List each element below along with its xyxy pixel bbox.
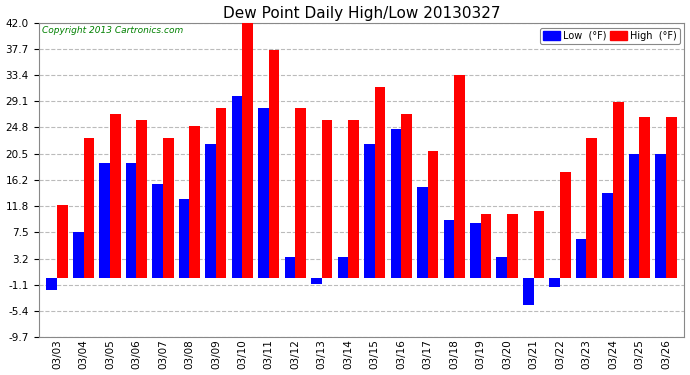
Bar (454, 75, 465, 278)
Bar (295, 108, 306, 278)
Bar (497, 257, 507, 278)
Bar (73, 232, 83, 278)
Bar (99, 163, 110, 278)
Bar (232, 96, 242, 278)
Bar (375, 87, 385, 278)
Title: Dew Point Daily High/Low 20130327: Dew Point Daily High/Low 20130327 (223, 6, 500, 21)
Bar (470, 224, 481, 278)
Bar (666, 117, 676, 278)
Bar (110, 114, 121, 278)
Bar (190, 126, 200, 278)
Bar (602, 193, 613, 278)
Bar (206, 144, 216, 278)
Bar (523, 278, 533, 305)
Bar (640, 117, 650, 278)
Bar (481, 214, 491, 278)
Bar (428, 150, 438, 278)
Bar (337, 257, 348, 278)
Bar (586, 138, 597, 278)
Bar (549, 278, 560, 287)
Bar (311, 278, 322, 284)
Bar (285, 257, 295, 278)
Bar (391, 129, 401, 278)
Bar (83, 138, 94, 278)
Bar (242, 23, 253, 278)
Bar (401, 114, 412, 278)
Bar (126, 163, 137, 278)
Bar (507, 214, 518, 278)
Bar (656, 153, 666, 278)
Bar (269, 50, 279, 278)
Bar (152, 184, 163, 278)
Bar (57, 205, 68, 278)
Bar (560, 172, 571, 278)
Bar (364, 144, 375, 278)
Bar (216, 108, 226, 278)
Bar (322, 120, 333, 278)
Legend: Low  (°F), High  (°F): Low (°F), High (°F) (540, 28, 680, 44)
Bar (258, 108, 269, 278)
Bar (163, 138, 173, 278)
Bar (613, 102, 624, 278)
Text: Copyright 2013 Cartronics.com: Copyright 2013 Cartronics.com (42, 26, 183, 35)
Bar (417, 187, 428, 278)
Bar (137, 120, 147, 278)
Bar (533, 211, 544, 278)
Bar (179, 199, 190, 278)
Bar (444, 220, 454, 278)
Bar (576, 238, 586, 278)
Bar (46, 278, 57, 290)
Bar (348, 120, 359, 278)
Bar (629, 153, 640, 278)
